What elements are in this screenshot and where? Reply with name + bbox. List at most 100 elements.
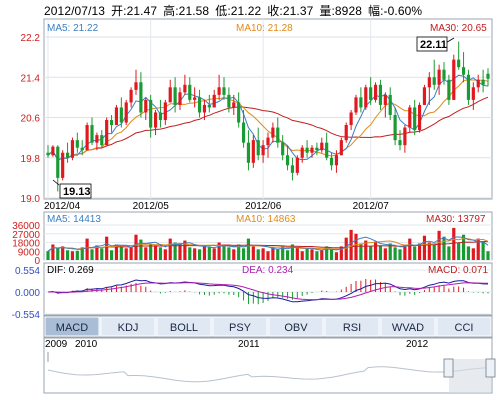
volume-bar [46,251,50,260]
tab-psy[interactable]: PSY [212,316,268,337]
volume-bar [378,245,383,260]
candle-body [95,135,99,143]
candle [295,155,299,176]
candle-body [207,104,211,108]
volume-bar [75,250,79,260]
volume-bar [398,249,402,260]
tab-kdj[interactable]: KDJ [100,316,156,337]
tab-macd[interactable]: MACD [44,316,100,337]
candle [75,132,79,153]
volume-bar [281,245,285,260]
candle-body [413,107,417,131]
candle [422,84,427,105]
candle [442,62,446,85]
candle [310,145,314,158]
volume-bar [422,235,427,260]
candle [325,132,329,161]
legend-vol-ma30: MA30: 13797 [426,214,486,225]
volume-bar [251,246,255,260]
candle-body [124,102,128,123]
candle-body [256,140,260,156]
candle-body [75,140,79,148]
volume-bar [325,246,329,260]
candle-body [481,79,485,85]
candle-body [329,157,334,166]
candle-body [158,112,163,121]
candle [217,74,221,100]
quote-high: 高:21.58 [163,4,210,18]
candle [65,142,70,163]
volume-bar [80,247,84,260]
indicator-tabs: MACD KDJ BOLL PSY OBV RSI WVAD CCI [43,315,493,338]
macd-y-tick: 0.554 [15,266,40,277]
volume-bar [383,248,387,260]
candle [354,94,358,115]
price-y-tick: 19.8 [21,154,41,165]
volume-bar [109,250,114,260]
price-x-label: 2012/06 [245,201,282,212]
candle-body [197,97,202,113]
candle-body [80,147,84,151]
navigator-label-2010: 2010 [75,339,98,350]
candle [207,94,211,113]
candle-body [305,147,309,153]
candle [427,72,431,105]
volume-bar [427,242,431,260]
volume-bar [183,240,187,260]
candle-body [369,87,373,100]
candle [300,145,304,163]
volume-bar [276,249,280,260]
volume-bar [232,249,236,260]
candle [388,87,392,121]
candle-body [56,146,60,178]
volume-bar [339,246,343,260]
volume-bar [207,246,211,260]
volume-bar [334,252,339,260]
candle [51,145,55,157]
tab-label: CCI [455,322,474,334]
tab-wvad[interactable]: WVAD [380,316,436,337]
volume-bar [217,242,221,260]
volume-bar [105,236,109,260]
candle [163,99,167,126]
navigator-label-2012: 2012 [406,339,429,350]
volume-bar [403,245,407,260]
volume-bar [119,246,123,260]
candle [290,157,295,181]
candle-body [109,120,114,126]
candle-body [281,142,285,156]
volume-bar [168,238,172,260]
tab-cci[interactable]: CCI [436,316,492,337]
candle [305,140,309,158]
navigator-selection[interactable] [449,359,491,393]
navigator-label-2009: 2009 [45,339,68,350]
navigator-series [47,366,489,383]
volume-y-tick: 9000 [18,247,41,258]
volume-bar [442,236,446,260]
volume-bar [290,244,295,260]
candle [408,104,412,133]
navigator-left-handle[interactable] [443,358,454,378]
macd-panel: 0.554 0.000 -0.554 DIF: 0.269 DEA: 0.234 M… [12,262,493,321]
volume-bar [153,245,158,260]
navigator-label-2011: 2011 [238,339,260,350]
macd-y-tick: 0.000 [15,288,40,299]
candle [329,152,334,171]
candle [119,97,123,128]
candle [364,84,368,110]
volume-bar [95,245,99,260]
candle [90,117,94,146]
candle-body [134,82,138,90]
candle-body [222,87,226,95]
navigator-right-handle[interactable] [485,358,496,378]
volume-bar [134,234,138,260]
volume-bar [129,247,133,260]
candle [398,130,402,151]
tab-obv[interactable]: OBV [268,316,324,337]
tab-rsi[interactable]: RSI [324,316,380,337]
tab-boll[interactable]: BOLL [156,316,212,337]
volume-bar [349,229,353,260]
macd-y-tick: -0.554 [12,310,41,321]
legend-vol-ma5: MA5: 14413 [47,214,101,225]
volume-bar [114,244,119,260]
